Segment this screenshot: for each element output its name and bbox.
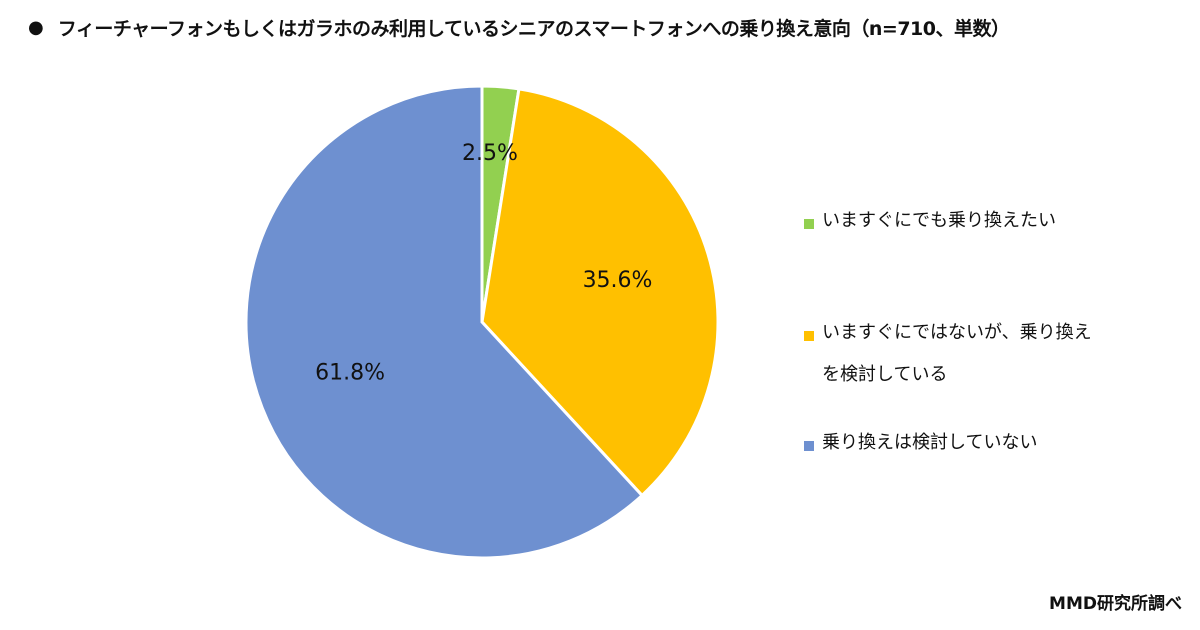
pie-labels: 2.5% 35.6% 61.8% (315, 141, 652, 386)
legend-swatch-not-considering (804, 441, 814, 451)
source-credit: MMD研究所調べ (1049, 594, 1182, 614)
legend-label-considering: いますぐにではないが、乗り換えを検討している (822, 322, 1092, 385)
slice-label-not-considering: 61.8% (315, 361, 385, 386)
legend-swatch-immediate (804, 219, 814, 229)
legend-label-not-considering: 乗り換えは検討していない (822, 432, 1038, 453)
pie-slice-not-considering (244, 84, 645, 560)
legend-item-not-considering: 乗り換えは検討していない (804, 432, 1092, 464)
pie-slice-considering (480, 87, 720, 498)
bullet-icon: ● (28, 16, 44, 38)
slice-label-considering: 35.6% (583, 268, 653, 293)
chart-title-row: ● フィーチャーフォンもしくはガラホのみ利用しているシニアのスマートフォンへの乗… (28, 14, 1010, 41)
legend-item-considering: いますぐにではないが、乗り換えを検討している (804, 322, 1092, 396)
chart-title: フィーチャーフォンもしくはガラホのみ利用しているシニアのスマートフォンへの乗り換… (57, 18, 1010, 40)
pie-slices (244, 84, 720, 560)
legend-item-immediate: いますぐにでも乗り換えたい (804, 210, 1092, 242)
slice-label-immediate: 2.5% (462, 141, 518, 166)
legend-swatch-considering (804, 331, 814, 341)
legend-label-immediate: いますぐにでも乗り換えたい (822, 210, 1056, 231)
